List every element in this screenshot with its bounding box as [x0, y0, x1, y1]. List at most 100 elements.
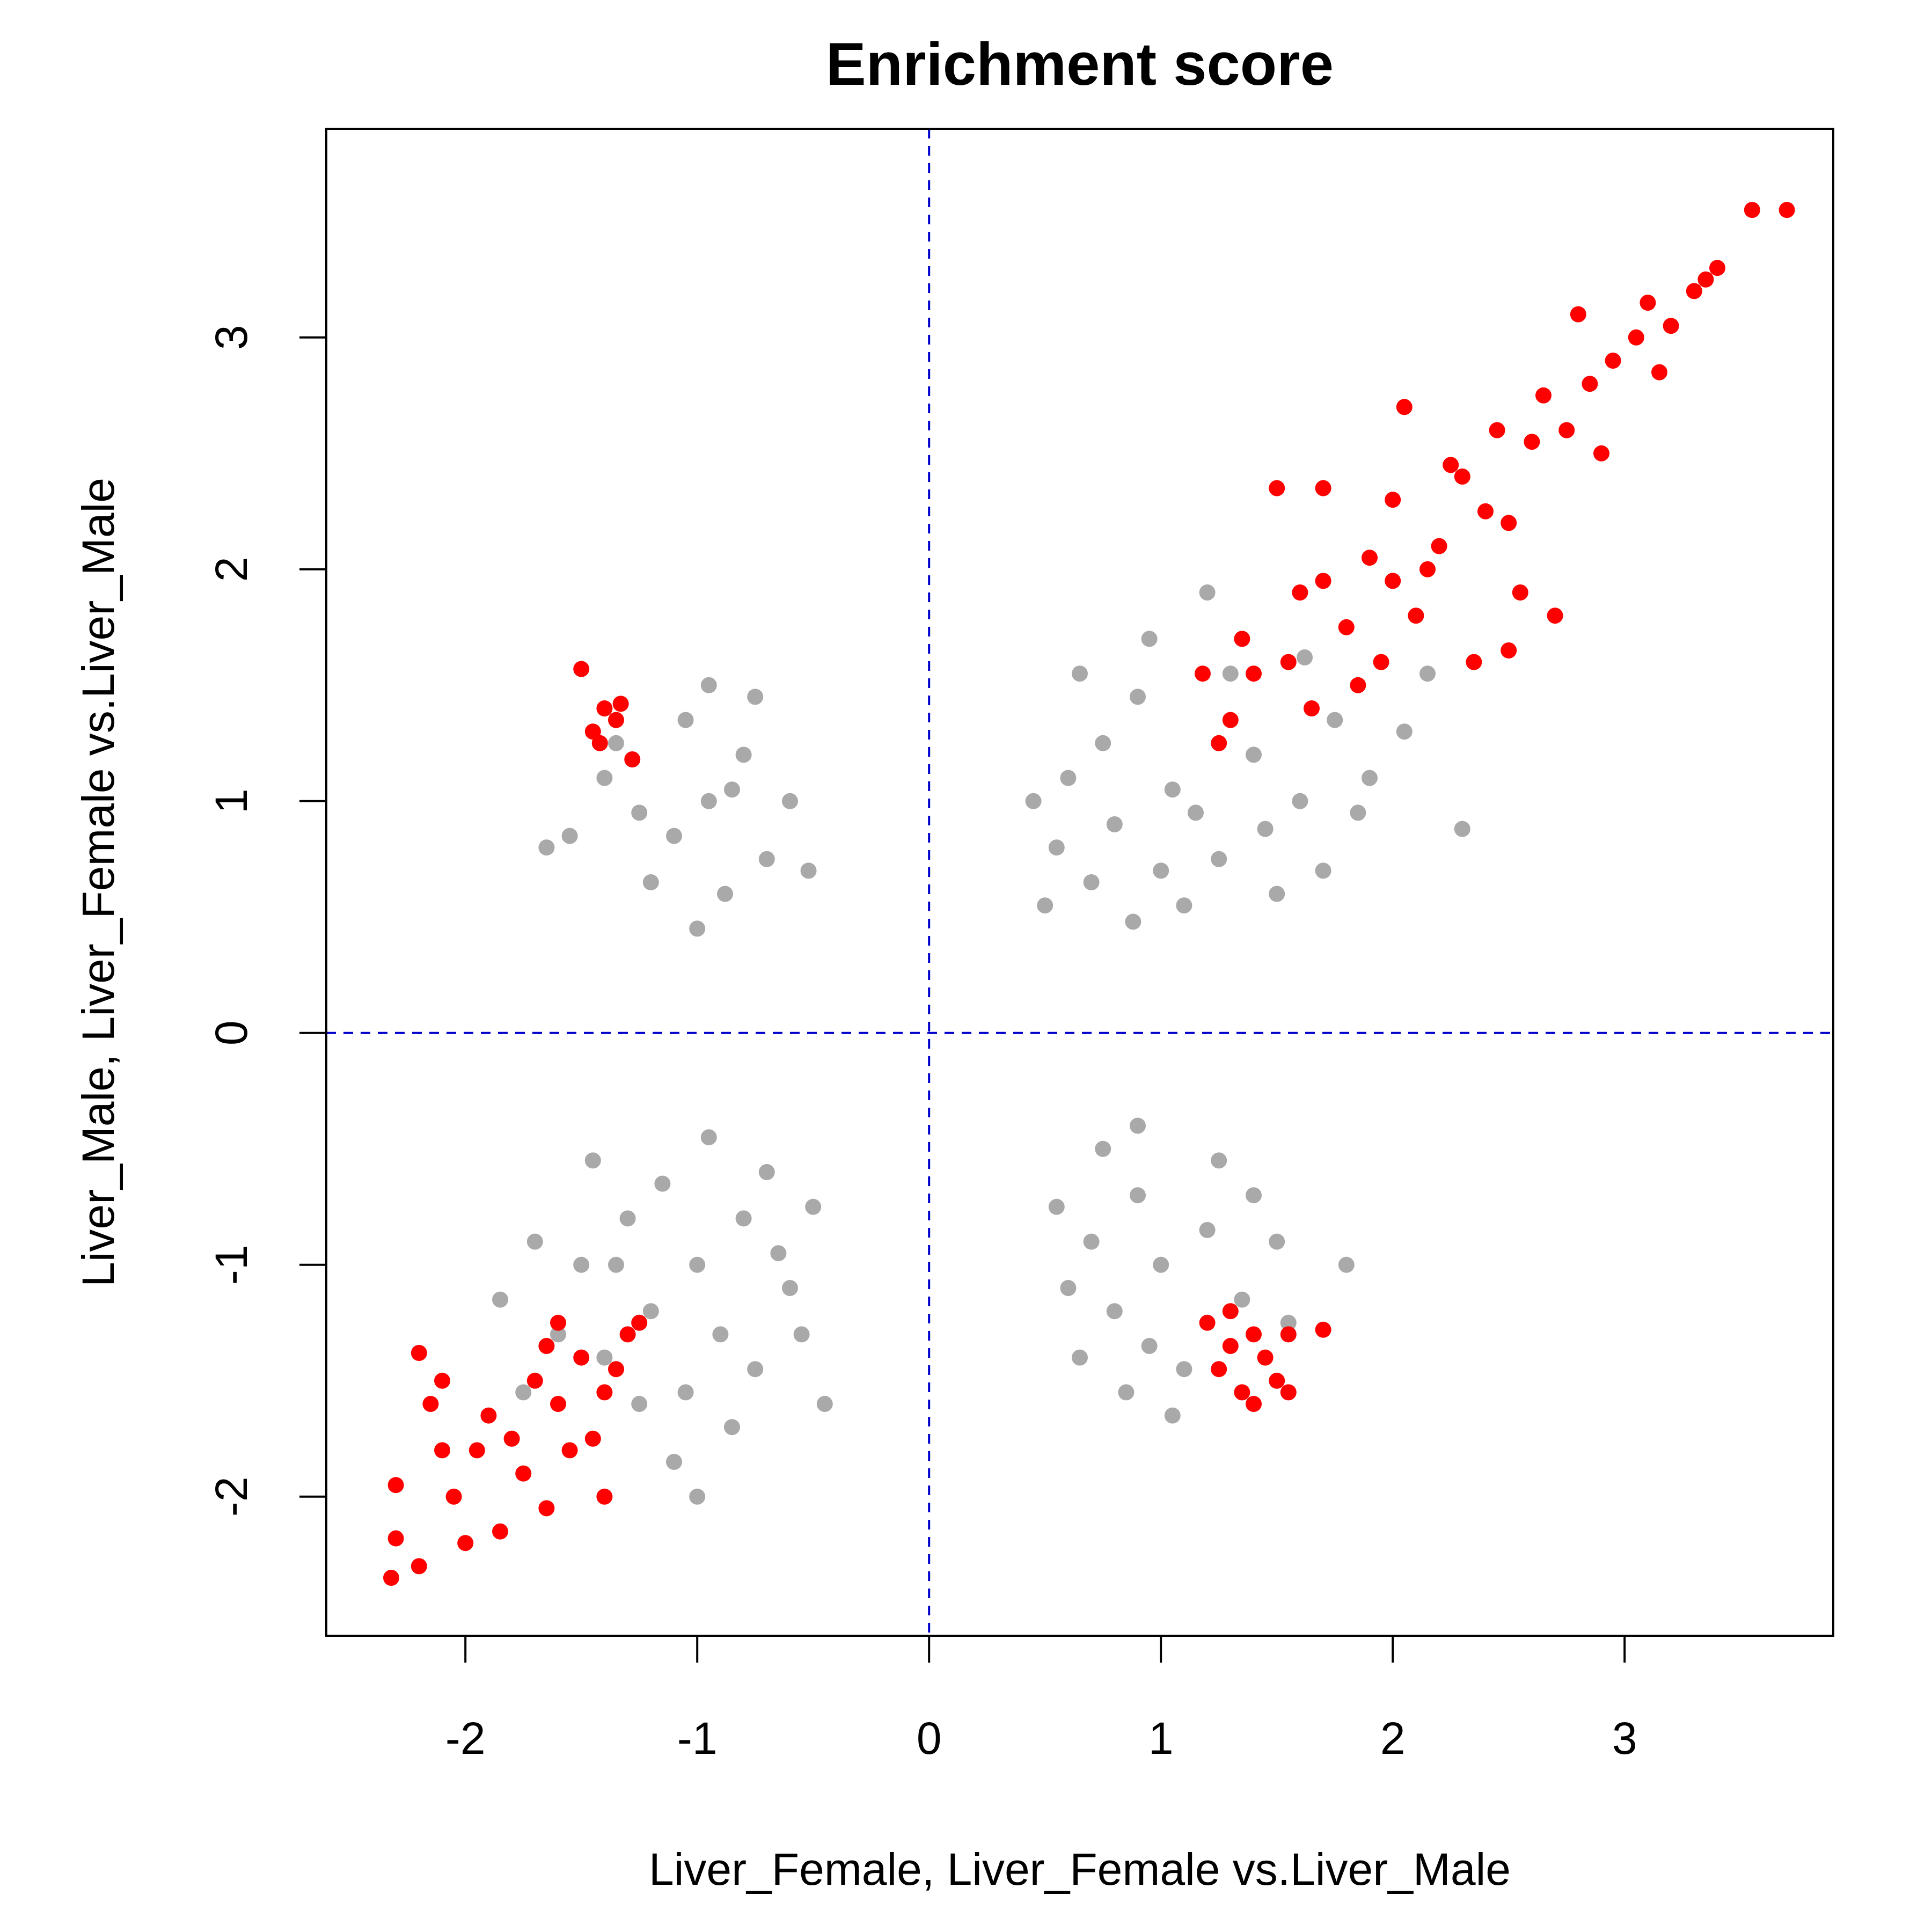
- y-tick-label: 0: [206, 1020, 257, 1045]
- data-point: [1535, 387, 1552, 404]
- data-point: [816, 1396, 833, 1412]
- data-point: [735, 1210, 752, 1227]
- data-point: [538, 1338, 555, 1354]
- plot-frame: [325, 128, 1834, 1637]
- data-point: [1234, 1384, 1250, 1401]
- data-point: [724, 1419, 740, 1436]
- data-point: [735, 747, 752, 763]
- data-point: [1431, 538, 1447, 554]
- data-point: [492, 1291, 508, 1308]
- data-point: [1211, 1152, 1227, 1169]
- data-point: [1304, 700, 1320, 716]
- data-point: [515, 1384, 532, 1401]
- data-point: [1222, 712, 1239, 728]
- data-point: [1362, 770, 1378, 786]
- data-point: [666, 828, 682, 844]
- y-tick-label: 1: [206, 788, 257, 814]
- data-point: [573, 1256, 590, 1273]
- data-point: [805, 1198, 822, 1215]
- data-point: [457, 1535, 474, 1552]
- data-point: [1060, 1280, 1077, 1296]
- data-point: [1292, 793, 1308, 809]
- data-point: [1501, 642, 1517, 658]
- data-point: [1257, 821, 1274, 837]
- data-point: [608, 712, 624, 728]
- y-tick-label: 3: [206, 325, 257, 350]
- data-point: [608, 735, 624, 751]
- data-point: [1234, 1291, 1250, 1308]
- data-point: [1292, 584, 1308, 601]
- data-point: [538, 1500, 555, 1517]
- data-point: [1199, 1222, 1216, 1238]
- data-point: [1199, 584, 1216, 601]
- y-tick-label: 2: [206, 557, 257, 582]
- data-point: [1454, 469, 1470, 485]
- data-point: [1083, 874, 1100, 890]
- data-point: [747, 1361, 764, 1378]
- data-point: [411, 1344, 427, 1361]
- data-point: [1141, 631, 1158, 647]
- data-point: [1373, 654, 1389, 670]
- data-point: [550, 1314, 566, 1331]
- data-point: [654, 1175, 671, 1192]
- data-point: [387, 1530, 404, 1547]
- data-point: [1605, 353, 1621, 369]
- data-point: [1246, 1187, 1262, 1204]
- data-point: [1454, 821, 1470, 837]
- chart-title: Enrichment score: [826, 31, 1334, 98]
- data-point: [1234, 631, 1250, 647]
- data-point: [596, 1384, 613, 1401]
- data-point: [445, 1488, 462, 1505]
- data-point: [1072, 665, 1088, 682]
- scatter-series-0: [492, 584, 1470, 1505]
- data-point: [642, 874, 659, 890]
- data-point: [612, 696, 629, 712]
- data-point: [1141, 1338, 1158, 1354]
- y-axis: -2 -1 0 1 2 3: [206, 325, 327, 1517]
- data-point: [1164, 781, 1181, 798]
- data-point: [1153, 1256, 1169, 1273]
- data-point: [550, 1326, 566, 1343]
- data-point: [608, 1256, 624, 1273]
- data-point: [1570, 306, 1586, 323]
- data-point: [1338, 619, 1355, 635]
- data-point: [1466, 654, 1482, 670]
- data-point: [1709, 260, 1725, 276]
- data-point: [1524, 434, 1540, 450]
- y-tick-label: -2: [206, 1476, 257, 1517]
- data-point: [596, 770, 613, 786]
- data-point: [1628, 329, 1644, 346]
- data-point: [1280, 1384, 1297, 1401]
- data-point: [383, 1570, 399, 1586]
- data-point: [1419, 561, 1436, 577]
- data-point: [1211, 735, 1227, 751]
- data-point: [689, 1256, 706, 1273]
- data-point: [469, 1442, 485, 1459]
- data-point: [1327, 712, 1343, 728]
- data-point: [1095, 1140, 1111, 1157]
- data-point: [1315, 573, 1331, 589]
- data-point: [782, 793, 798, 809]
- data-point: [624, 751, 641, 768]
- data-point: [1153, 862, 1169, 879]
- data-point: [538, 839, 555, 856]
- data-point: [387, 1477, 404, 1494]
- data-point: [1582, 376, 1598, 392]
- y-tick-label: -1: [206, 1245, 257, 1285]
- data-point: [642, 1303, 659, 1320]
- data-point: [1164, 1407, 1181, 1424]
- data-point: [561, 1442, 578, 1459]
- data-point: [573, 661, 590, 677]
- data-point: [800, 862, 817, 879]
- data-point: [1211, 1361, 1227, 1378]
- data-point: [631, 1314, 648, 1331]
- data-point: [1222, 1303, 1239, 1320]
- data-point: [1385, 573, 1401, 589]
- scatter-series-1: [383, 202, 1795, 1586]
- y-axis-label: Liver_Male, Liver_Female vs.Liver_Male: [73, 478, 123, 1287]
- data-point: [1048, 1198, 1065, 1215]
- data-point: [712, 1326, 729, 1343]
- data-point: [1686, 283, 1702, 299]
